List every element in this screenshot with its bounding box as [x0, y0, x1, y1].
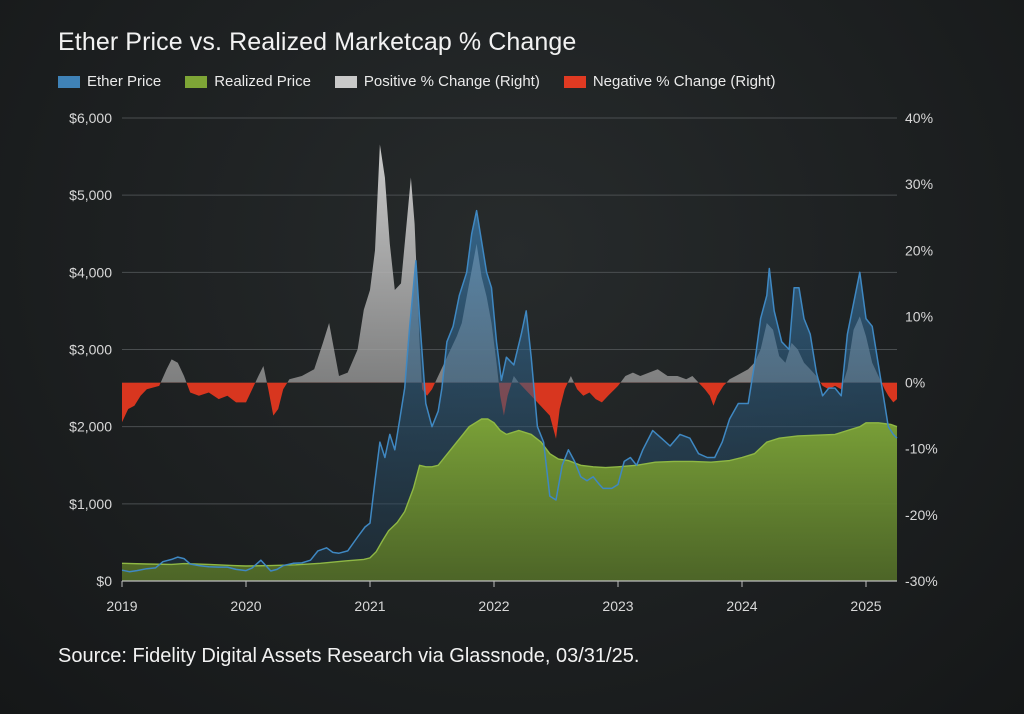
y-left-tick-label: $6,000 — [69, 110, 112, 126]
legend-item-ether-price: Ether Price — [58, 73, 161, 90]
y-left-tick-label: $1,000 — [69, 496, 112, 512]
x-tick-label: 2022 — [478, 598, 509, 614]
y-right-tick-label: 40% — [905, 110, 933, 126]
x-tick-label: 2024 — [726, 598, 757, 614]
x-tick-label: 2020 — [230, 598, 261, 614]
y-right-tick-label: 0% — [905, 375, 925, 391]
x-tick-label: 2021 — [354, 598, 385, 614]
legend-item-positive-change: Positive % Change (Right) — [334, 73, 540, 90]
legend-swatch-negative-change — [563, 75, 586, 88]
legend-swatch-positive-change — [334, 75, 357, 88]
chart-title: Ether Price vs. Realized Marketcap % Cha… — [58, 28, 577, 56]
legend-label-ether-price: Ether Price — [87, 73, 162, 90]
y-right-tick-label: -30% — [905, 573, 938, 589]
y-right-tick-label: -10% — [905, 441, 938, 457]
y-right-tick-label: 20% — [905, 242, 933, 258]
y-right-tick-label: -20% — [905, 507, 938, 523]
chart-legend: Ether Price Realized Price Positive % Ch… — [58, 73, 799, 90]
axes: $0 $1,000 $2,000 $3,000 $4,000 $5,000 $6,000 -3… — [69, 110, 938, 614]
y-right-tick-label: 30% — [905, 176, 933, 192]
y-right-tick-label: 10% — [905, 308, 933, 324]
legend-item-negative-change: Negative % Change (Right) — [563, 73, 776, 90]
y-left-tick-label: $4,000 — [69, 264, 112, 280]
y-left-tick-label: $0 — [96, 573, 112, 589]
y-left-tick-label: $5,000 — [69, 187, 112, 203]
negative-change-area — [122, 382, 897, 439]
legend-label-positive-change: Positive % Change (Right) — [363, 73, 540, 90]
y-left-tick-label: $2,000 — [69, 419, 112, 435]
legend-item-realized-price: Realized Price — [185, 73, 311, 90]
x-tick-label: 2019 — [106, 598, 137, 614]
legend-swatch-realized-price — [185, 75, 208, 88]
source-note: Source: Fidelity Digital Assets Research… — [58, 645, 640, 667]
x-tick-label: 2023 — [602, 598, 633, 614]
legend-label-realized-price: Realized Price — [214, 73, 311, 90]
series-areas — [121, 144, 898, 581]
x-tick-label: 2025 — [850, 598, 881, 614]
ether-price-line — [121, 209, 898, 573]
legend-swatch-ether-price — [58, 75, 80, 88]
realized-price-line — [121, 418, 898, 567]
legend-label-negative-change: Negative % Change (Right) — [592, 73, 776, 90]
realized-price-area — [122, 419, 897, 581]
y-left-tick-label: $3,000 — [69, 342, 112, 358]
